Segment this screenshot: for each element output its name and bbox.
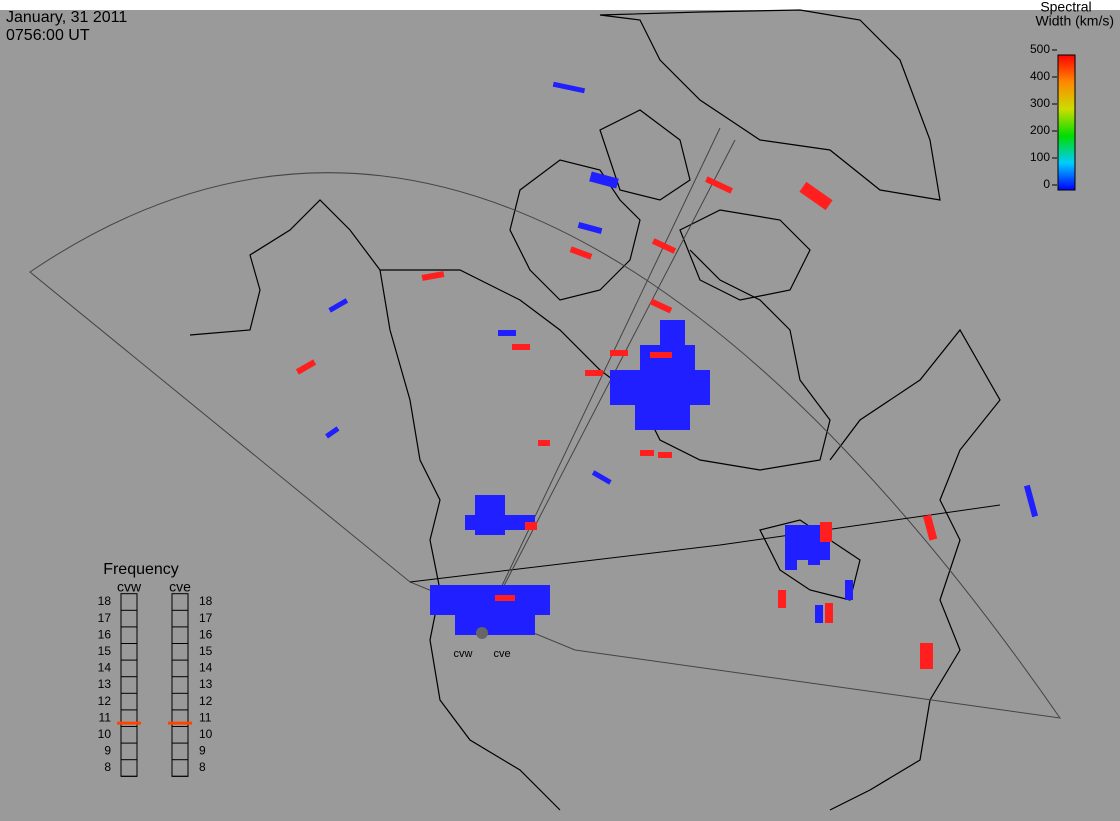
colorbar [1057, 54, 1076, 191]
site-label: cve [493, 648, 510, 660]
radar-name: cvw [117, 579, 142, 595]
top-strip [0, 0, 1120, 10]
frequency-tick-label: 12 [98, 694, 112, 708]
colorbar-title: Spectral [1040, 0, 1091, 15]
frequency-tick-label: 11 [199, 710, 212, 724]
frequency-box [120, 593, 138, 777]
frequency-tick-label: 11 [99, 710, 112, 724]
site-label: cvw [454, 648, 473, 660]
colorbar-tick-label: 100 [1030, 150, 1050, 164]
date: January, 31 2011 [6, 9, 127, 26]
frequency-tick-label: 18 [199, 594, 213, 608]
colorbar-tick-label: 0 [1043, 177, 1050, 191]
frequency-tick-label: 18 [98, 594, 112, 608]
colorbar-tick-label: 400 [1030, 69, 1050, 83]
frequency-tick-label: 9 [104, 744, 111, 758]
frequency-box [171, 593, 189, 777]
colorbar-tick-label: 200 [1030, 123, 1050, 137]
frequency-tick-label: 14 [98, 661, 112, 675]
frequency-tick-label: 16 [98, 627, 112, 641]
frequency-tick-label: 16 [199, 627, 213, 641]
colorbar-tick-label: 500 [1030, 42, 1050, 56]
colorbar-tick-label: 300 [1030, 96, 1050, 110]
frequency-tick-label: 9 [199, 744, 206, 758]
radar-cells [295, 81, 1039, 669]
frequency-tick-label: 14 [199, 661, 213, 675]
frequency-tick-label: 15 [98, 644, 112, 658]
radar-name: cve [169, 579, 191, 595]
frequency-tick-label: 17 [199, 611, 213, 625]
frequency-tick-label: 13 [98, 677, 112, 691]
frequency-tick-label: 15 [199, 644, 213, 658]
time: 0756:00 UT [6, 27, 90, 44]
frequency-tick-label: 10 [98, 727, 112, 741]
frequency-tick-label: 17 [98, 611, 112, 625]
frequency-tick-label: 10 [199, 727, 213, 741]
frequency-tick-label: 12 [199, 694, 213, 708]
frequency-tick-label: 8 [104, 760, 111, 774]
field-of-view [29, 127, 1062, 719]
frequency-title: Frequency [103, 561, 179, 578]
colorbar-title: Width (km/s) [1035, 13, 1114, 29]
frequency-tick-label: 13 [199, 677, 213, 691]
frequency-tick-label: 8 [199, 760, 206, 774]
coastlines [189, 9, 1001, 811]
